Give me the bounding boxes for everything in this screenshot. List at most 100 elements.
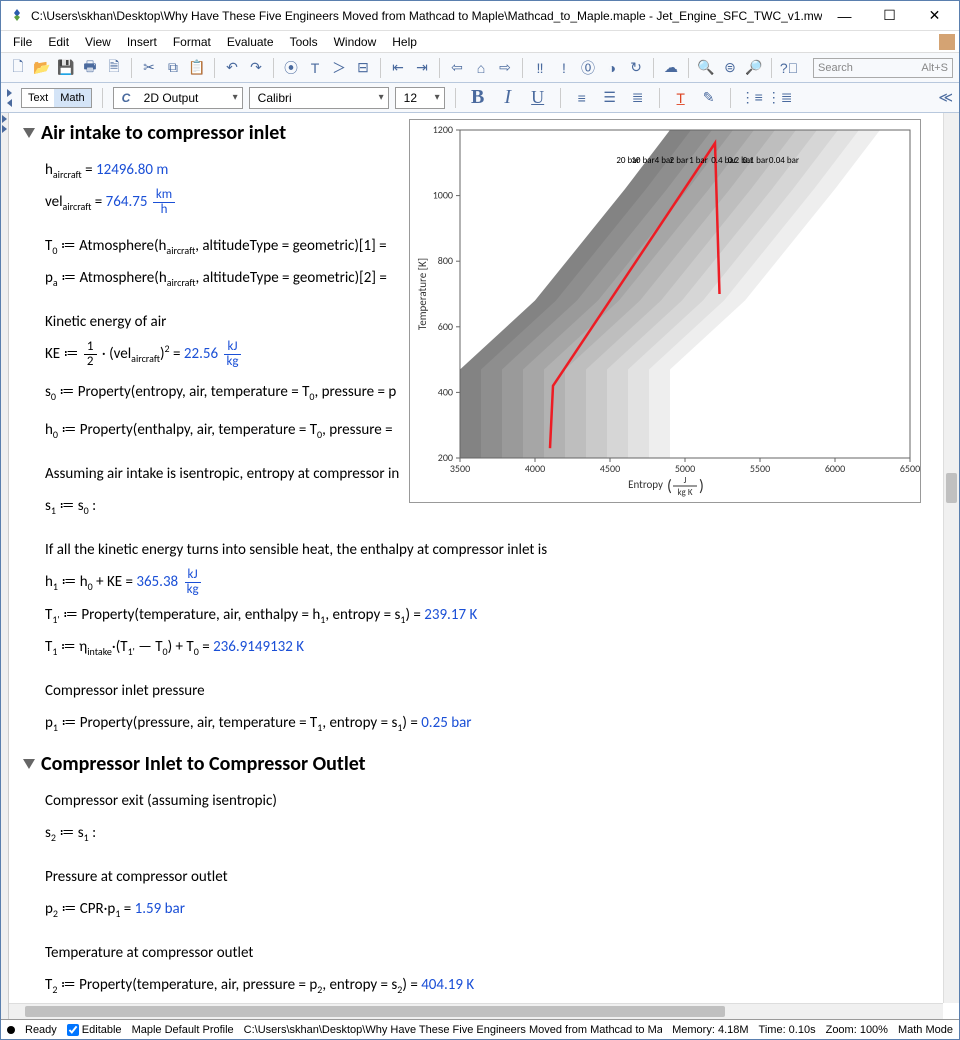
svg-text:Entropy: Entropy: [628, 478, 663, 491]
menu-edit[interactable]: Edit: [40, 33, 77, 51]
separator: [439, 58, 440, 78]
svg-text:600: 600: [438, 320, 453, 333]
forward-icon[interactable]: ⇨: [494, 57, 516, 79]
stop-icon[interactable]: ⓪: [577, 57, 599, 79]
section-icon[interactable]: ⦿: [280, 57, 302, 79]
section-toggle-icon[interactable]: [23, 759, 35, 769]
status-profile: Maple Default Profile: [132, 1024, 234, 1036]
search-input[interactable]: Search Alt+S: [813, 58, 953, 78]
svg-text:6000: 6000: [825, 462, 845, 475]
status-zoom[interactable]: Zoom: 100%: [826, 1024, 888, 1036]
section-toggle-icon[interactable]: [23, 128, 35, 138]
minimize-button[interactable]: —: [822, 1, 867, 30]
vertical-scrollbar[interactable]: [943, 113, 959, 1003]
text-insert-icon[interactable]: T: [304, 57, 326, 79]
expand-context-icon[interactable]: ≪: [938, 89, 953, 106]
status-indicator-icon: [7, 1026, 15, 1034]
svg-text:kg K: kg K: [677, 487, 692, 498]
scroll-thumb[interactable]: [25, 1006, 725, 1017]
separator: [560, 88, 561, 108]
align-right-icon[interactable]: ≣: [627, 87, 649, 109]
underline-button[interactable]: U: [526, 86, 550, 110]
menu-view[interactable]: View: [77, 33, 119, 51]
size-select[interactable]: 12: [395, 87, 445, 109]
user-icon[interactable]: [939, 34, 955, 50]
copy-icon[interactable]: ⧉: [162, 57, 184, 79]
separator: [273, 58, 274, 78]
menu-file[interactable]: File: [5, 33, 40, 51]
home-icon[interactable]: ⌂: [470, 57, 492, 79]
svg-text:6500: 6500: [900, 462, 920, 475]
svg-text:1200: 1200: [433, 123, 453, 136]
subsection-icon[interactable]: ⊟: [352, 57, 374, 79]
restart-icon[interactable]: ↻: [625, 57, 647, 79]
execute-icon[interactable]: ‼: [529, 57, 551, 79]
outdent-icon[interactable]: ⇤: [387, 57, 409, 79]
redo-icon[interactable]: ↷: [245, 57, 267, 79]
font-color-icon[interactable]: T̲: [670, 87, 692, 109]
maximize-button[interactable]: ☐: [867, 1, 912, 30]
scroll-thumb[interactable]: [946, 473, 957, 503]
separator: [214, 58, 215, 78]
style-select[interactable]: C2D Output: [113, 87, 243, 109]
horizontal-scrollbar[interactable]: [9, 1003, 943, 1019]
debug-icon[interactable]: ◑: [601, 57, 623, 79]
svg-text:10 bar: 10 bar: [631, 155, 654, 166]
zoom-100-icon[interactable]: ⊜: [719, 57, 741, 79]
separator: [730, 88, 731, 108]
prompt-icon[interactable]: ＞: [328, 57, 350, 79]
execute-one-icon[interactable]: !: [553, 57, 575, 79]
separator: [102, 88, 103, 108]
menu-help[interactable]: Help: [384, 33, 425, 51]
section-content: Compressor exit (assuming isentropic) s2…: [23, 786, 929, 1003]
editable-checkbox[interactable]: Editable: [67, 1024, 122, 1036]
svg-text:(: (: [667, 477, 672, 496]
svg-text:800: 800: [438, 254, 453, 267]
font-select[interactable]: Calibri: [249, 87, 389, 109]
section-title: Air intake to compressor inlet: [41, 121, 286, 145]
separator: [653, 58, 654, 78]
separator: [771, 58, 772, 78]
search-shortcut: Alt+S: [921, 62, 948, 74]
print-icon[interactable]: 🖶: [79, 57, 101, 79]
align-center-icon[interactable]: ☰: [599, 87, 621, 109]
undo-icon[interactable]: ↶: [221, 57, 243, 79]
open-icon[interactable]: 📂: [31, 57, 53, 79]
close-button[interactable]: ✕: [912, 1, 957, 30]
cut-icon[interactable]: ✂: [138, 57, 160, 79]
indent-icon[interactable]: ⇥: [411, 57, 433, 79]
app-icon: [9, 8, 25, 24]
context-bar: Text Math C2D Output Calibri 12 B I U ≡ …: [1, 83, 959, 113]
text-mode-button[interactable]: Text: [22, 89, 54, 107]
paste-icon[interactable]: 📋: [186, 57, 208, 79]
menu-tools[interactable]: Tools: [282, 33, 326, 51]
bold-button[interactable]: B: [466, 86, 490, 110]
title-bar: C:\Users\skhan\Desktop\Why Have These Fi…: [1, 1, 959, 31]
cloud-icon[interactable]: ☁: [660, 57, 682, 79]
svg-text:): ): [699, 477, 704, 496]
back-icon[interactable]: ⇦: [446, 57, 468, 79]
new-icon[interactable]: 🗋: [7, 57, 29, 79]
menu-format[interactable]: Format: [165, 33, 219, 51]
numbering-icon[interactable]: ⋮≣: [769, 87, 791, 109]
document[interactable]: Air intake to compressor inlet haircraft…: [9, 113, 943, 1003]
menu-window[interactable]: Window: [326, 33, 385, 51]
zoom-out-icon[interactable]: 🔎: [743, 57, 765, 79]
italic-button[interactable]: I: [496, 86, 520, 110]
mode-group: Text Math: [21, 88, 92, 108]
save-icon[interactable]: 💾: [55, 57, 77, 79]
menu-insert[interactable]: Insert: [119, 33, 165, 51]
align-left-icon[interactable]: ≡: [571, 87, 593, 109]
zoom-in-icon[interactable]: 🔍: [695, 57, 717, 79]
bullets-icon[interactable]: ⋮≡: [741, 87, 763, 109]
panel-gutter[interactable]: [1, 113, 9, 1019]
ts-chart[interactable]: 20 bar10 bar4 bar2 bar1 bar0.4 bar0.2 ba…: [409, 119, 921, 503]
preview-icon[interactable]: 🗎: [103, 57, 125, 79]
help-icon[interactable]: ?⃝: [778, 57, 800, 79]
svg-text:400: 400: [438, 385, 453, 398]
highlight-icon[interactable]: ✎: [698, 87, 720, 109]
math-mode-button[interactable]: Math: [54, 89, 90, 107]
menu-evaluate[interactable]: Evaluate: [219, 33, 282, 51]
svg-text:1000: 1000: [433, 189, 453, 202]
panel-handle-icon[interactable]: [7, 89, 15, 107]
